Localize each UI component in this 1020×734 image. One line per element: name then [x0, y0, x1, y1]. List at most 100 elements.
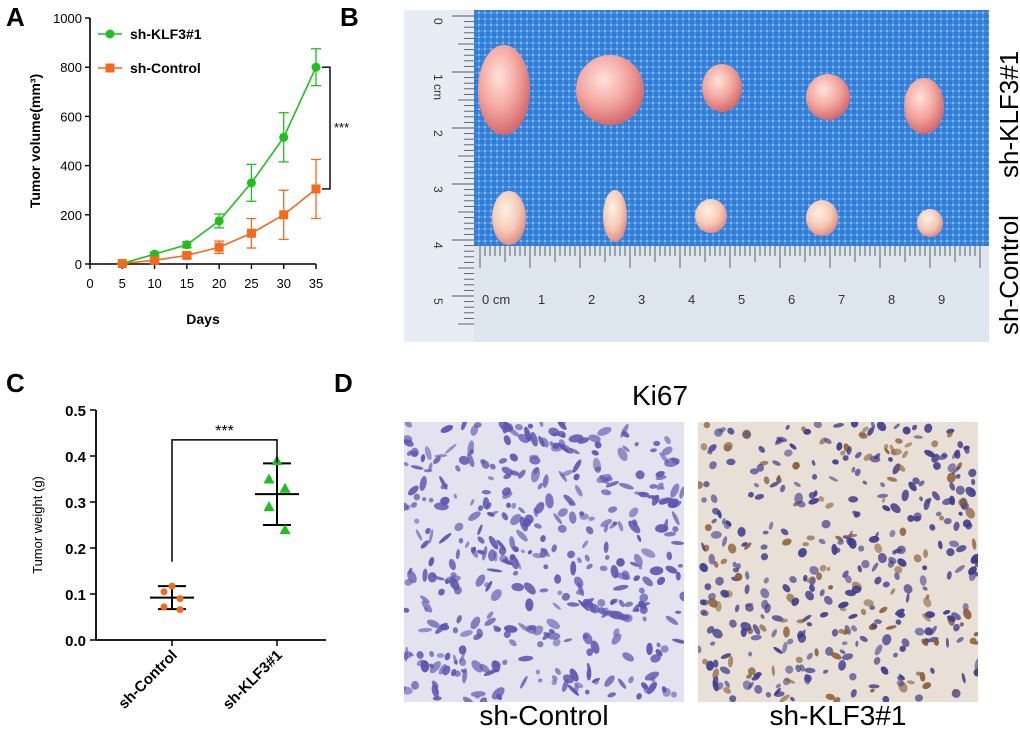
- cell-nucleus: [951, 466, 961, 475]
- cell-nucleus: [610, 565, 619, 579]
- ruler-label: 0 cm: [482, 292, 510, 307]
- cell-nucleus: [851, 625, 858, 632]
- cell-nucleus: [675, 571, 681, 581]
- cell-nucleus: [794, 492, 804, 505]
- cell-nucleus: [552, 602, 561, 610]
- cell-nucleus: [546, 618, 560, 630]
- cell-nucleus: [706, 660, 715, 671]
- cell-nucleus: [819, 611, 829, 618]
- cell-nucleus: [763, 577, 769, 584]
- cell-nucleus: [904, 442, 913, 448]
- cell-nucleus: [713, 561, 719, 568]
- cell-nucleus: [404, 579, 413, 586]
- cell-nucleus: [597, 607, 606, 615]
- cell-nucleus: [581, 540, 589, 549]
- cell-nucleus: [424, 607, 429, 612]
- data-point: [117, 259, 127, 269]
- cell-nucleus: [860, 608, 867, 616]
- cell-nucleus: [421, 600, 433, 613]
- cell-nucleus: [543, 564, 549, 570]
- cell-nucleus: [523, 582, 536, 595]
- cell-nucleus: [831, 628, 839, 637]
- cell-nucleus: [833, 697, 841, 702]
- cell-nucleus: [780, 484, 786, 493]
- x-tick-label: 10: [147, 276, 161, 291]
- cell-nucleus: [785, 665, 794, 674]
- cell-nucleus: [410, 465, 424, 470]
- cell-nucleus: [493, 625, 501, 632]
- cell-nucleus: [428, 462, 433, 472]
- cell-nucleus: [874, 543, 883, 554]
- cell-nucleus: [488, 535, 499, 550]
- cell-nucleus: [728, 655, 734, 668]
- cell-nucleus: [467, 453, 475, 468]
- cell-nucleus: [935, 511, 942, 517]
- cell-nucleus: [773, 646, 783, 654]
- cell-nucleus: [490, 589, 502, 602]
- cell-nucleus: [591, 677, 601, 683]
- cell-nucleus: [724, 680, 730, 688]
- data-point: [150, 255, 160, 265]
- ruler-label: 0: [431, 18, 445, 25]
- cell-nucleus: [588, 434, 601, 443]
- cell-nucleus: [901, 489, 909, 502]
- data-point: [263, 473, 275, 484]
- cell-nucleus: [584, 554, 590, 562]
- cell-nucleus: [752, 624, 761, 635]
- cell-nucleus: [842, 629, 849, 635]
- cell-nucleus: [809, 566, 819, 575]
- cell-nucleus: [440, 425, 454, 433]
- cell-nucleus: [574, 485, 583, 497]
- cell-nucleus: [607, 692, 617, 698]
- cell-nucleus: [779, 618, 788, 623]
- cell-nucleus: [573, 576, 584, 588]
- panel-letter-d: D: [334, 368, 353, 398]
- cell-nucleus: [638, 600, 647, 610]
- chart-a-legend: sh-KLF3#1 sh-Control: [98, 26, 202, 76]
- cell-nucleus: [561, 592, 571, 601]
- tumor: [917, 209, 943, 237]
- cell-nucleus: [918, 480, 925, 487]
- chart-c-series: ***: [150, 423, 299, 614]
- cell-nucleus: [428, 497, 434, 503]
- cell-nucleus: [838, 660, 846, 671]
- cell-nucleus: [828, 476, 838, 482]
- cell-nucleus: [514, 423, 523, 431]
- cell-nucleus: [450, 572, 457, 578]
- cell-nucleus: [530, 432, 538, 447]
- cell-nucleus: [618, 599, 625, 608]
- cell-nucleus: [968, 468, 977, 478]
- cell-nucleus: [808, 498, 820, 505]
- cell-nucleus: [594, 441, 602, 449]
- cell-nucleus: [779, 694, 790, 702]
- tumors-sh-control: [492, 190, 943, 245]
- cell-nucleus: [732, 561, 737, 568]
- cell-nucleus: [408, 567, 413, 575]
- ihc-image-sh-klf3: [698, 422, 978, 702]
- y-axis-label: Tumor weight (g): [30, 476, 45, 574]
- cell-nucleus: [534, 501, 545, 514]
- cell-nucleus: [608, 506, 618, 513]
- cell-nucleus: [655, 470, 665, 478]
- cell-nucleus: [656, 482, 664, 490]
- cell-nucleus: [622, 445, 630, 453]
- cell-nucleus: [957, 441, 964, 449]
- cell-nucleus: [456, 615, 462, 624]
- cell-nucleus: [525, 598, 534, 612]
- cell-nucleus: [973, 641, 978, 645]
- cell-nucleus: [528, 436, 533, 441]
- cell-nucleus: [586, 667, 592, 681]
- ruler-label: 4: [688, 292, 695, 307]
- cell-nucleus: [715, 576, 724, 586]
- cell-nucleus: [772, 460, 781, 466]
- cell-nucleus: [448, 558, 456, 571]
- cell-nucleus: [929, 524, 936, 531]
- cell-nucleus: [868, 535, 880, 543]
- cell-nucleus: [840, 450, 846, 456]
- cell-nucleus: [765, 691, 772, 698]
- cell-nucleus: [965, 507, 976, 519]
- cell-nucleus: [839, 649, 846, 655]
- cell-nucleus: [862, 426, 869, 432]
- cell-nucleus: [902, 450, 909, 459]
- cell-nucleus: [735, 563, 741, 570]
